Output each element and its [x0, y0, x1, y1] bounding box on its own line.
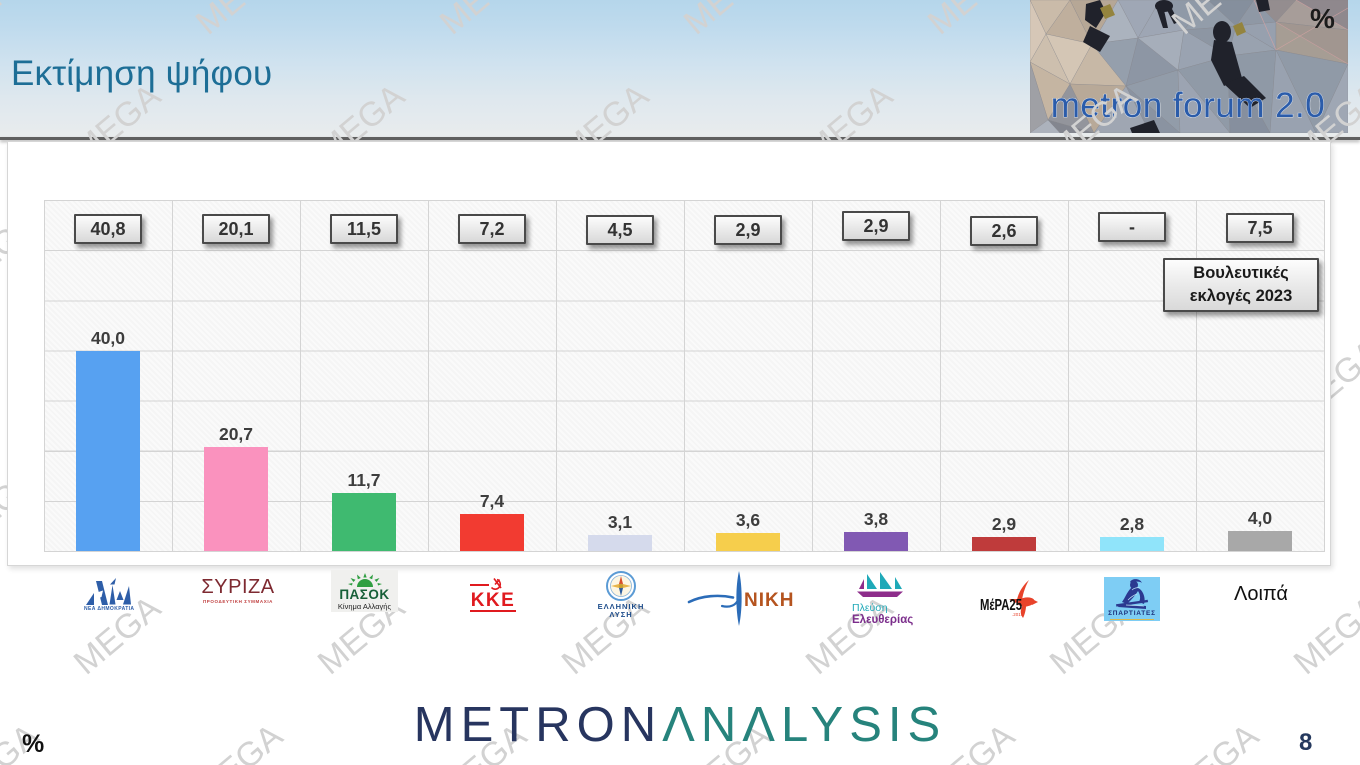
svg-text:.2019: .2019 [1012, 612, 1024, 617]
svg-text:metron forum 2.0: metron forum 2.0 [1051, 86, 1326, 125]
svg-text:NIKH: NIKH [744, 590, 794, 611]
svg-text:ΜέΡΑ25: ΜέΡΑ25 [980, 597, 1022, 614]
